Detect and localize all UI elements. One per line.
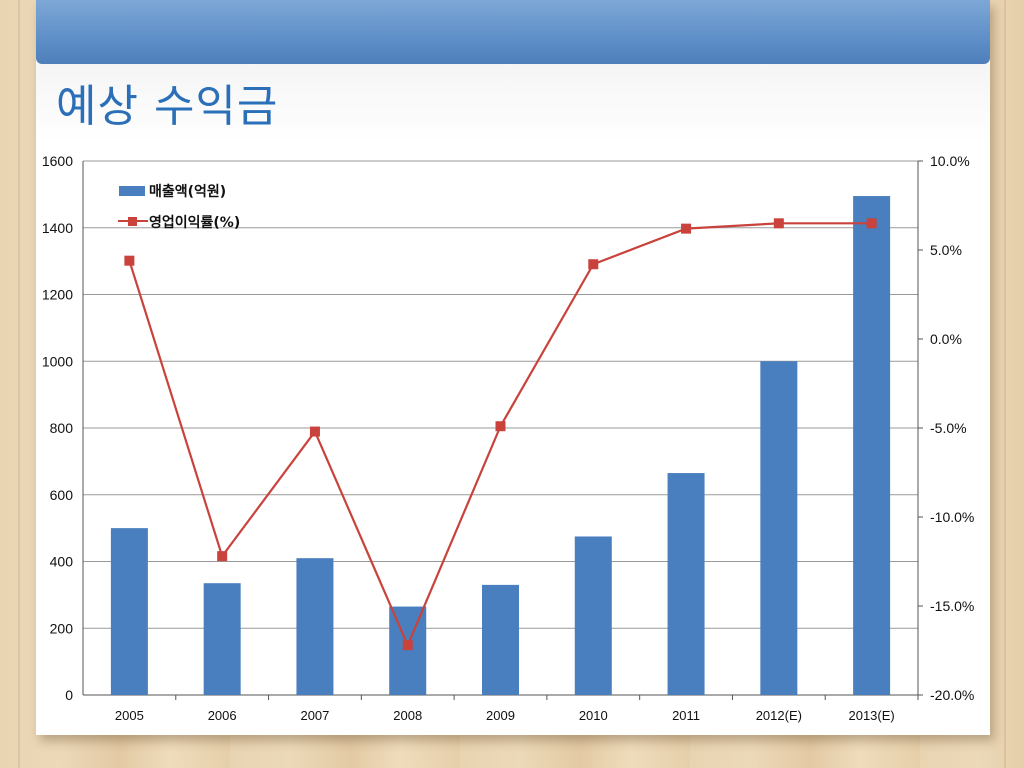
slide-paper: 예상 수익금 0 200 400 600 800 1000 1200 1400 1600 -20… xyxy=(36,0,990,735)
x-tick-label: 2011 xyxy=(672,708,700,723)
left-tick-label: 600 xyxy=(50,487,74,503)
left-axis-ticks: 0 200 400 600 800 1000 1200 1400 1600 xyxy=(42,153,73,703)
left-tick-label: 800 xyxy=(50,420,74,436)
combo-chart: 0 200 400 600 800 1000 1200 1400 1600 -20.0% -15.… xyxy=(36,142,990,734)
left-tick-label: 200 xyxy=(50,620,74,636)
left-tick-label: 1200 xyxy=(42,287,73,303)
left-tick-label: 400 xyxy=(50,554,74,570)
right-tick-label: 5.0% xyxy=(930,242,962,258)
line-marker xyxy=(588,259,599,270)
x-tick-label: 2005 xyxy=(115,708,144,723)
right-tick-label: 10.0% xyxy=(930,153,970,169)
right-tick-label: -10.0% xyxy=(930,509,974,525)
left-tick-label: 1000 xyxy=(42,353,73,369)
left-tick-label: 1600 xyxy=(42,153,73,169)
slide-header-band xyxy=(36,0,990,64)
right-tick-label: -15.0% xyxy=(930,598,974,614)
left-tick-label: 1400 xyxy=(42,220,73,236)
line-marker xyxy=(402,640,413,651)
slide-title: 예상 수익금 xyxy=(56,81,279,132)
line-marker xyxy=(866,218,877,229)
left-tick-label: 0 xyxy=(65,687,73,703)
x-tick-label: 2013(E) xyxy=(848,708,894,723)
bar xyxy=(482,584,519,695)
title-strip xyxy=(36,64,990,142)
bar xyxy=(296,558,334,695)
line-marker xyxy=(309,426,320,437)
bar xyxy=(667,473,705,695)
line-series xyxy=(124,218,877,651)
right-axis-ticks: -20.0% -15.0% -10.0% -5.0% 0.0% 5.0% 10.0% xyxy=(918,153,974,703)
legend-label-line: 영업이익률(%) xyxy=(149,214,240,231)
x-tick-label: 2012(E) xyxy=(756,708,802,723)
x-tick-label: 2007 xyxy=(300,708,329,723)
right-tick-label: -20.0% xyxy=(930,687,974,703)
line-marker xyxy=(681,223,692,234)
legend-marker-swatch xyxy=(128,217,137,226)
bar xyxy=(389,606,427,695)
line-marker xyxy=(217,551,228,562)
right-tick-label: 0.0% xyxy=(930,331,962,347)
bar xyxy=(110,528,148,695)
legend-label-bar: 매출액(억원) xyxy=(149,183,226,200)
chart-legend: 매출액(억원) 영업이익률(%) xyxy=(118,183,240,231)
x-axis-ticks: 2005 2006 2007 2008 2009 2010 2011 2012(E) 2013(… xyxy=(115,695,919,723)
line-marker xyxy=(124,255,135,266)
x-tick-label: 2008 xyxy=(393,708,422,723)
bar xyxy=(574,536,612,695)
line-marker xyxy=(495,421,506,432)
x-tick-label: 2010 xyxy=(579,708,608,723)
bar xyxy=(760,361,798,695)
x-tick-label: 2006 xyxy=(208,708,237,723)
line-marker xyxy=(773,218,784,229)
bar-series xyxy=(110,196,891,695)
legend-bar-swatch xyxy=(119,186,145,196)
right-tick-label: -5.0% xyxy=(930,420,967,436)
x-tick-label: 2009 xyxy=(486,708,515,723)
bar xyxy=(203,583,241,695)
bar xyxy=(853,196,891,695)
